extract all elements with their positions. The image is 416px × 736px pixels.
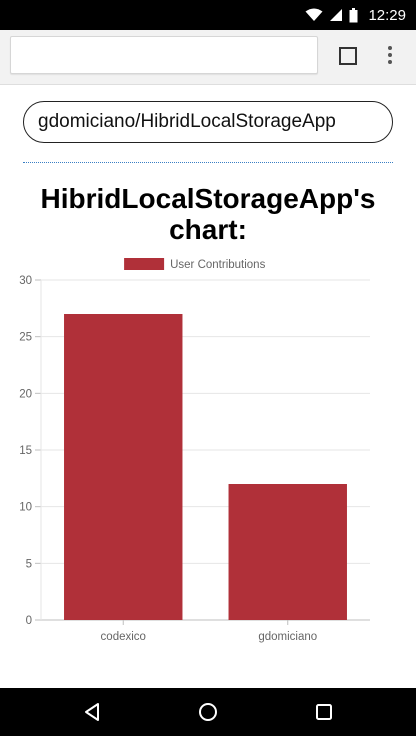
y-tick-label: 25 [19, 332, 32, 344]
bar-gdomiciano [228, 484, 347, 620]
tabs-icon[interactable] [338, 46, 358, 66]
legend-label: User Contributions [170, 259, 265, 271]
status-icons: 12:29 [305, 0, 406, 30]
battery-icon [349, 7, 358, 22]
url-bar[interactable] [10, 36, 318, 74]
y-tick-label: 30 [19, 275, 32, 287]
bar-chart: User Contributions 0 5 10 15 20 25 30 codexico gd… [19, 258, 370, 643]
browser-toolbar [0, 30, 416, 85]
nav-bar [0, 688, 416, 736]
y-tick-label: 0 [26, 615, 32, 627]
status-bar: 12:29 [0, 0, 416, 30]
x-tick-label: codexico [101, 631, 146, 643]
back-icon[interactable] [80, 700, 104, 724]
y-tick-label: 10 [19, 502, 32, 514]
y-tick-label: 15 [19, 445, 32, 457]
y-tick-label: 5 [26, 558, 32, 570]
signal-icon [330, 9, 343, 21]
x-tick-label: gdomiciano [258, 631, 317, 643]
status-time: 12:29 [368, 6, 406, 24]
divider [23, 162, 393, 163]
more-vert-icon[interactable] [382, 44, 398, 66]
chart-heading: HibridLocalStorageApp's chart: [40, 183, 376, 245]
legend-swatch [124, 258, 165, 270]
page-content: HibridLocalStorageApp's chart: User Cont… [0, 85, 416, 688]
bar-codexico [64, 314, 183, 620]
repo-search-input[interactable] [23, 101, 393, 143]
home-icon[interactable] [196, 700, 220, 724]
wifi-icon [305, 8, 323, 21]
recents-icon[interactable] [312, 700, 336, 724]
y-tick-label: 20 [19, 388, 32, 400]
